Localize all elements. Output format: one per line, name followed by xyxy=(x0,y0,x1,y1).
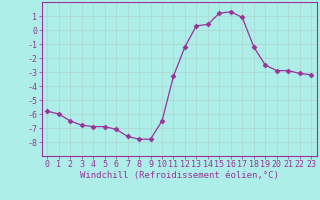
X-axis label: Windchill (Refroidissement éolien,°C): Windchill (Refroidissement éolien,°C) xyxy=(80,171,279,180)
